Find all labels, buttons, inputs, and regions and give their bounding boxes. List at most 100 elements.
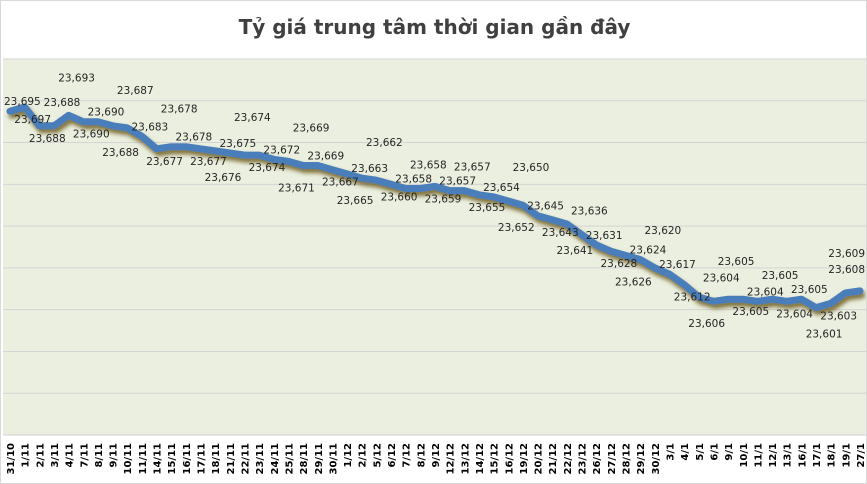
data-label: 23,620 (645, 225, 682, 237)
data-label: 23,658 (395, 174, 432, 186)
x-tick-label: 7/11 (79, 443, 90, 468)
plot-background (3, 59, 866, 435)
x-tick-label: 22/11 (240, 443, 251, 475)
x-tick-label: 8/11 (94, 443, 105, 468)
data-label: 23,654 (483, 182, 520, 194)
x-tick-label: 1/11 (21, 443, 32, 468)
x-tick-label: 1/12 (343, 443, 354, 468)
x-tick-label: 13/12 (460, 443, 471, 475)
x-tick-label: 20/12 (534, 443, 545, 475)
x-tick-label: 5/1 (695, 443, 706, 461)
data-label: 23,657 (454, 162, 491, 174)
x-tick-label: 3/1 (665, 443, 676, 461)
data-label: 23,688 (44, 97, 81, 109)
data-label: 23,665 (337, 195, 374, 207)
data-label: 23,641 (557, 245, 594, 257)
x-tick-label: 16/12 (504, 443, 515, 475)
data-label: 23,660 (381, 191, 418, 203)
data-label: 23,628 (601, 258, 638, 270)
x-tick-label: 5/12 (372, 443, 383, 468)
x-tick-label: 3/11 (50, 443, 61, 468)
x-tick-label: 29/12 (636, 443, 647, 475)
data-label: 23,672 (263, 144, 300, 156)
data-label: 23,663 (351, 163, 388, 175)
x-tick-label: 14/12 (475, 443, 486, 475)
x-tick-label: 30/11 (328, 443, 339, 475)
data-label: 23,690 (88, 107, 125, 119)
data-label: 23,650 (513, 162, 550, 174)
x-tick-label: 9/11 (109, 443, 120, 468)
data-label: 23,674 (249, 162, 286, 174)
x-tick-label: 25/11 (284, 443, 295, 475)
x-tick-label: 19/12 (519, 443, 530, 475)
data-label: 23,675 (220, 138, 257, 150)
data-label: 23,603 (820, 310, 857, 322)
data-label: 23,631 (586, 230, 623, 242)
x-tick-label: 31/10 (6, 443, 17, 475)
x-tick-label: 17/1 (812, 443, 823, 468)
x-tick-label: 19/1 (841, 443, 852, 468)
data-label: 23,671 (278, 182, 315, 194)
data-label: 23,617 (659, 259, 696, 271)
data-label: 23,645 (527, 201, 564, 213)
data-label: 23,604 (747, 286, 784, 298)
x-tick-label: 2/12 (358, 443, 369, 468)
x-tick-label: 23/11 (255, 443, 266, 475)
x-tick-label: 30/12 (651, 443, 662, 475)
data-label: 23,674 (234, 112, 271, 124)
x-tick-label: 21/12 (548, 443, 559, 475)
data-label: 23,688 (29, 133, 66, 145)
x-tick-label: 21/11 (226, 443, 237, 475)
x-tick-label: 17/11 (197, 443, 208, 475)
data-label: 23,609 (828, 248, 865, 260)
data-label: 23,605 (732, 306, 769, 318)
data-label: 23,697 (14, 114, 51, 126)
chart-title: Tỷ giá trung tâm thời gian gần đây (238, 15, 631, 39)
x-tick-label: 4/1 (680, 443, 691, 461)
x-tick-label: 10/1 (739, 443, 750, 468)
data-label: 23,678 (161, 104, 198, 116)
x-tick-label: 14/11 (153, 443, 164, 475)
data-label: 23,652 (498, 222, 535, 234)
data-label: 23,608 (828, 264, 865, 276)
x-tick-label: 15/12 (490, 443, 501, 475)
x-tick-label: 29/11 (314, 443, 325, 475)
series-line (6, 103, 864, 312)
x-tick-label: 26/12 (592, 443, 603, 475)
x-tick-label: 11/11 (138, 443, 149, 475)
data-label: 23,677 (146, 156, 183, 168)
x-tick-label: 27/12 (607, 443, 618, 475)
x-tick-label: 27/1 (856, 443, 867, 468)
x-tick-label: 22/12 (563, 443, 574, 475)
x-tick-label: 10/11 (123, 443, 134, 475)
data-label: 23,693 (58, 72, 95, 84)
x-tick-label: 15/11 (167, 443, 178, 475)
x-tick-label: 6/1 (709, 443, 720, 461)
data-label: 23,688 (102, 147, 139, 159)
data-label: 23,695 (4, 96, 41, 108)
x-tick-label: 6/12 (387, 443, 398, 468)
x-tick-label: 28/12 (622, 443, 633, 475)
data-label: 23,606 (688, 318, 725, 330)
data-label: 23,604 (703, 272, 740, 284)
data-label: 23,658 (410, 160, 447, 172)
x-tick-label: 16/11 (182, 443, 193, 475)
x-tick-label: 11/1 (753, 443, 764, 468)
x-tick-label: 4/11 (65, 443, 76, 468)
data-label: 23,626 (615, 276, 652, 288)
x-tick-label: 24/11 (270, 443, 281, 475)
data-label: 23,605 (791, 284, 828, 296)
data-label: 23,667 (322, 177, 359, 189)
x-tick-label: 28/11 (299, 443, 310, 475)
x-tick-label: 8/12 (416, 443, 427, 468)
x-tick-label: 13/1 (783, 443, 794, 468)
data-label: 23,677 (190, 156, 227, 168)
data-label: 23,604 (776, 308, 813, 320)
x-tick-label: 9/12 (431, 443, 442, 468)
data-label: 23,678 (176, 132, 213, 144)
x-tick-label: 12/1 (768, 443, 779, 468)
data-label: 23,655 (469, 202, 506, 214)
x-tick-label: 18/1 (827, 443, 838, 468)
